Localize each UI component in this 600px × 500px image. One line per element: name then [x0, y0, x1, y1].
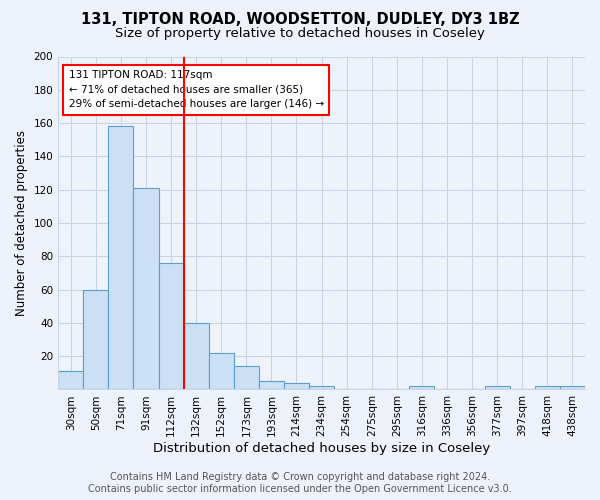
- Bar: [409, 386, 434, 390]
- Bar: [309, 386, 334, 390]
- Bar: [560, 386, 585, 390]
- Bar: [209, 353, 234, 390]
- Bar: [158, 263, 184, 390]
- Bar: [284, 383, 309, 390]
- Bar: [83, 290, 109, 390]
- Bar: [109, 126, 133, 390]
- Y-axis label: Number of detached properties: Number of detached properties: [15, 130, 28, 316]
- Bar: [234, 366, 259, 390]
- Bar: [259, 381, 284, 390]
- Bar: [485, 386, 510, 390]
- Bar: [184, 323, 209, 390]
- Text: Contains HM Land Registry data © Crown copyright and database right 2024.
Contai: Contains HM Land Registry data © Crown c…: [88, 472, 512, 494]
- Bar: [58, 371, 83, 390]
- X-axis label: Distribution of detached houses by size in Coseley: Distribution of detached houses by size …: [153, 442, 490, 455]
- Bar: [535, 386, 560, 390]
- Text: Size of property relative to detached houses in Coseley: Size of property relative to detached ho…: [115, 28, 485, 40]
- Text: 131, TIPTON ROAD, WOODSETTON, DUDLEY, DY3 1BZ: 131, TIPTON ROAD, WOODSETTON, DUDLEY, DY…: [80, 12, 520, 28]
- Text: 131 TIPTON ROAD: 117sqm
← 71% of detached houses are smaller (365)
29% of semi-d: 131 TIPTON ROAD: 117sqm ← 71% of detache…: [69, 70, 324, 110]
- Bar: [133, 188, 158, 390]
